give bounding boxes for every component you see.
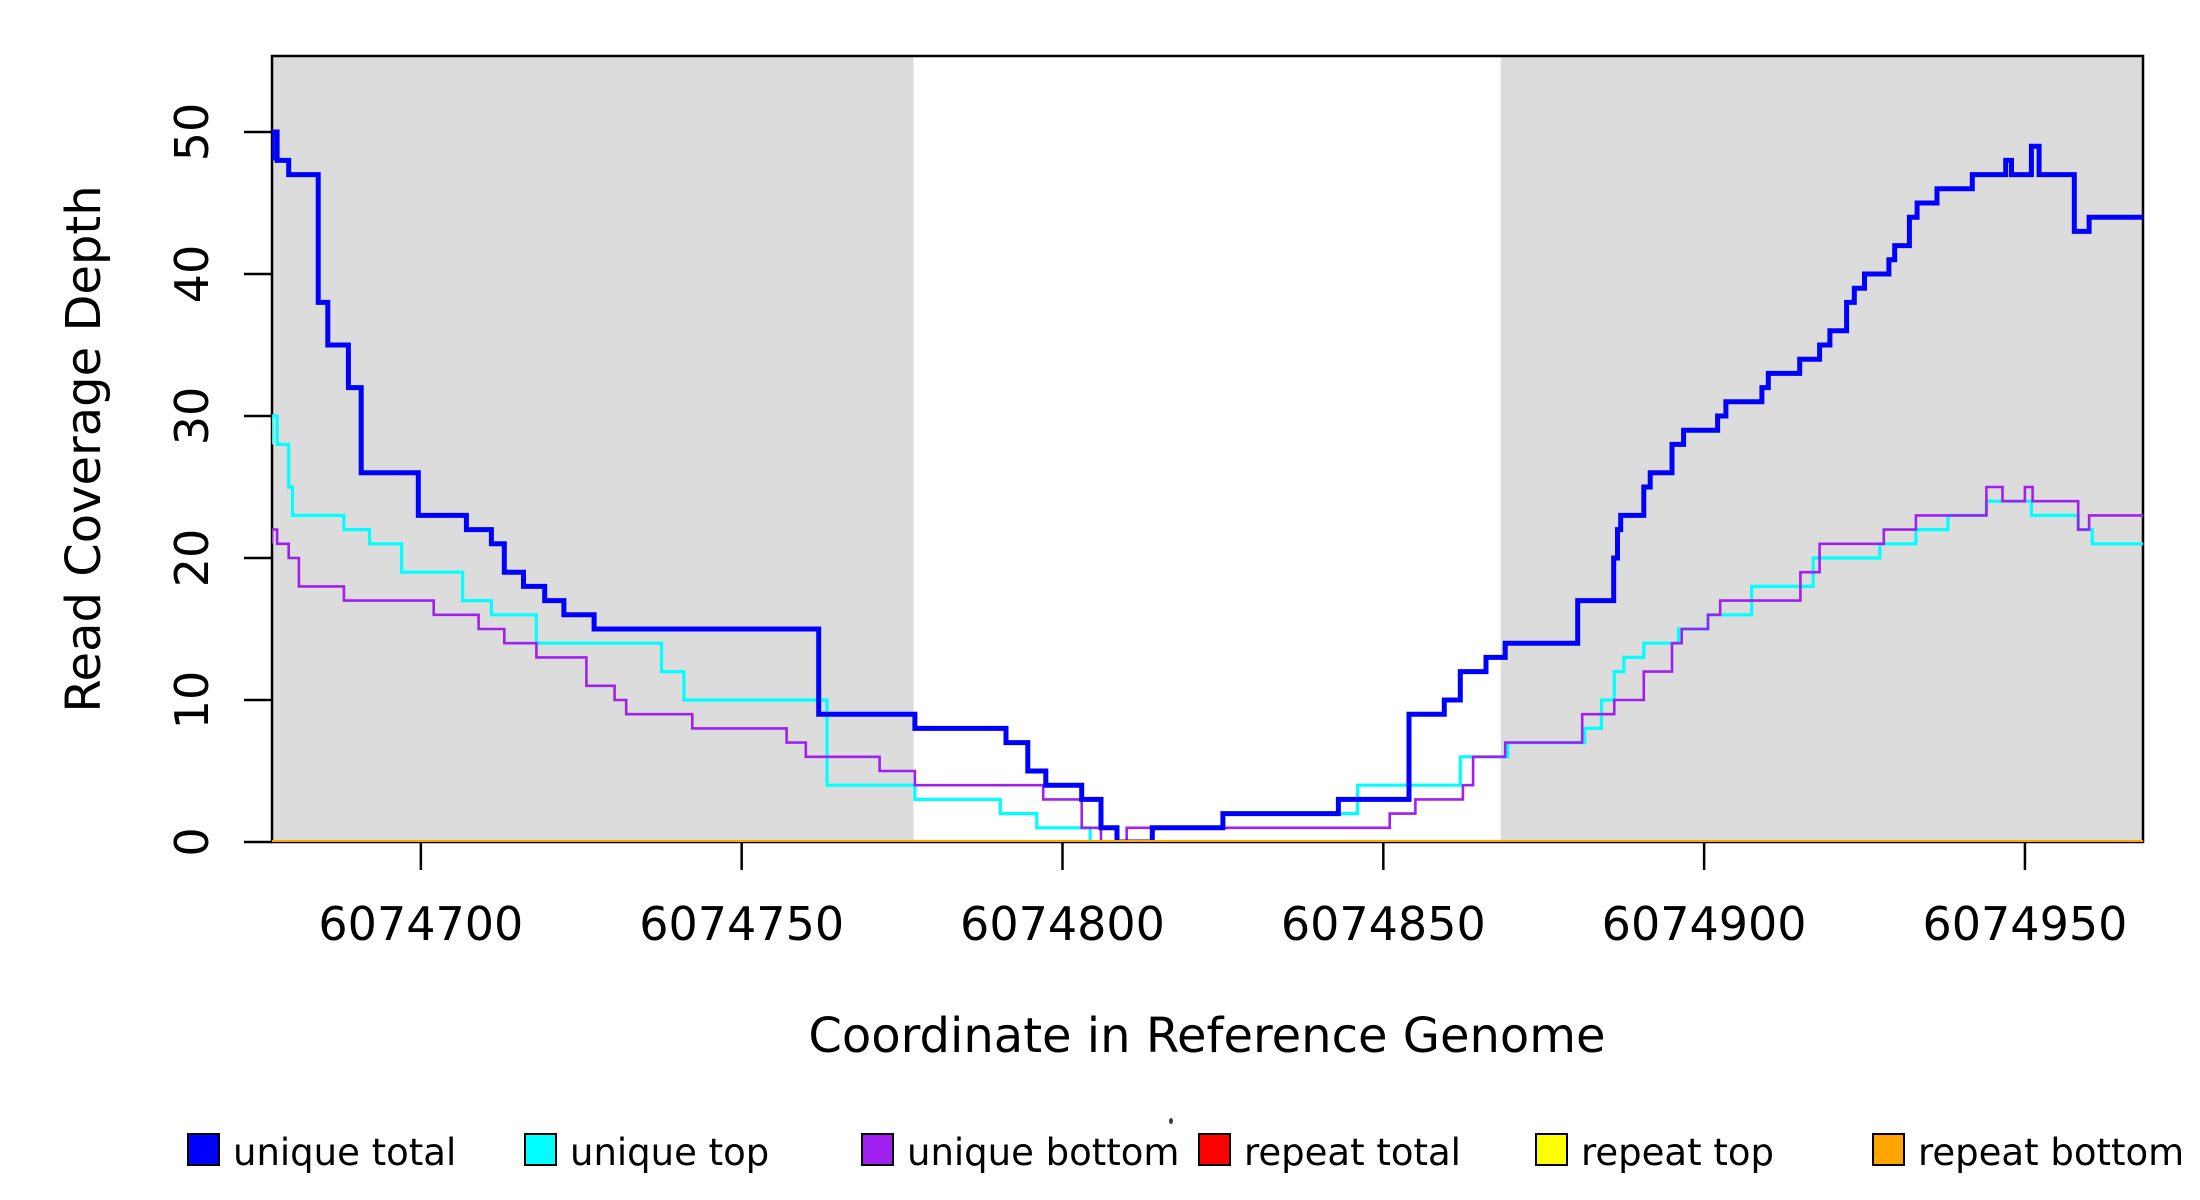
x-tick-label: 6074800	[960, 897, 1165, 951]
stray-dot-artifact	[1169, 1118, 1173, 1124]
legend-swatch-repeat-bottom	[1872, 1133, 1905, 1166]
legend-swatch-repeat-top	[1535, 1133, 1568, 1166]
legend-swatch-repeat-total	[1198, 1133, 1231, 1166]
y-axis-title: Read Coverage Depth	[56, 185, 112, 713]
series-line-unique-bottom	[272, 485, 2143, 842]
shaded-region-right	[1500, 56, 2143, 842]
x-tick-label: 6074750	[639, 897, 844, 951]
legend: unique total unique top unique bottom repea…	[0, 0, 2200, 1174]
x-axis-title: Coordinate in Reference Genome	[808, 1008, 1606, 1064]
legend-swatch-unique-bottom	[861, 1133, 894, 1166]
legend-label: unique top	[570, 1131, 770, 1174]
series-line-unique-total	[272, 129, 2143, 842]
y-tick-label: 30	[165, 387, 219, 446]
legend-label: repeat top	[1581, 1131, 1774, 1174]
legend-label: unique bottom	[907, 1131, 1180, 1174]
x-tick-label: 6074700	[318, 897, 523, 951]
x-tick-label: 6074850	[1281, 897, 1486, 951]
y-tick-label: 40	[165, 245, 219, 304]
legend-label: repeat total	[1244, 1131, 1461, 1174]
y-tick-label: 10	[165, 671, 219, 730]
x-tick-label: 6074900	[1602, 897, 1807, 951]
y-tick-label: 20	[165, 529, 219, 588]
legend-label: unique total	[233, 1131, 457, 1174]
x-tick-label: 6074950	[1923, 897, 2128, 951]
y-tick-label: 0	[165, 827, 219, 856]
legend-swatch-unique-total	[187, 1133, 220, 1166]
shaded-region-left	[272, 56, 914, 842]
legend-swatch-unique-top	[524, 1133, 557, 1166]
legend-label: repeat bottom	[1918, 1131, 2185, 1174]
y-tick-label: 50	[165, 103, 219, 162]
